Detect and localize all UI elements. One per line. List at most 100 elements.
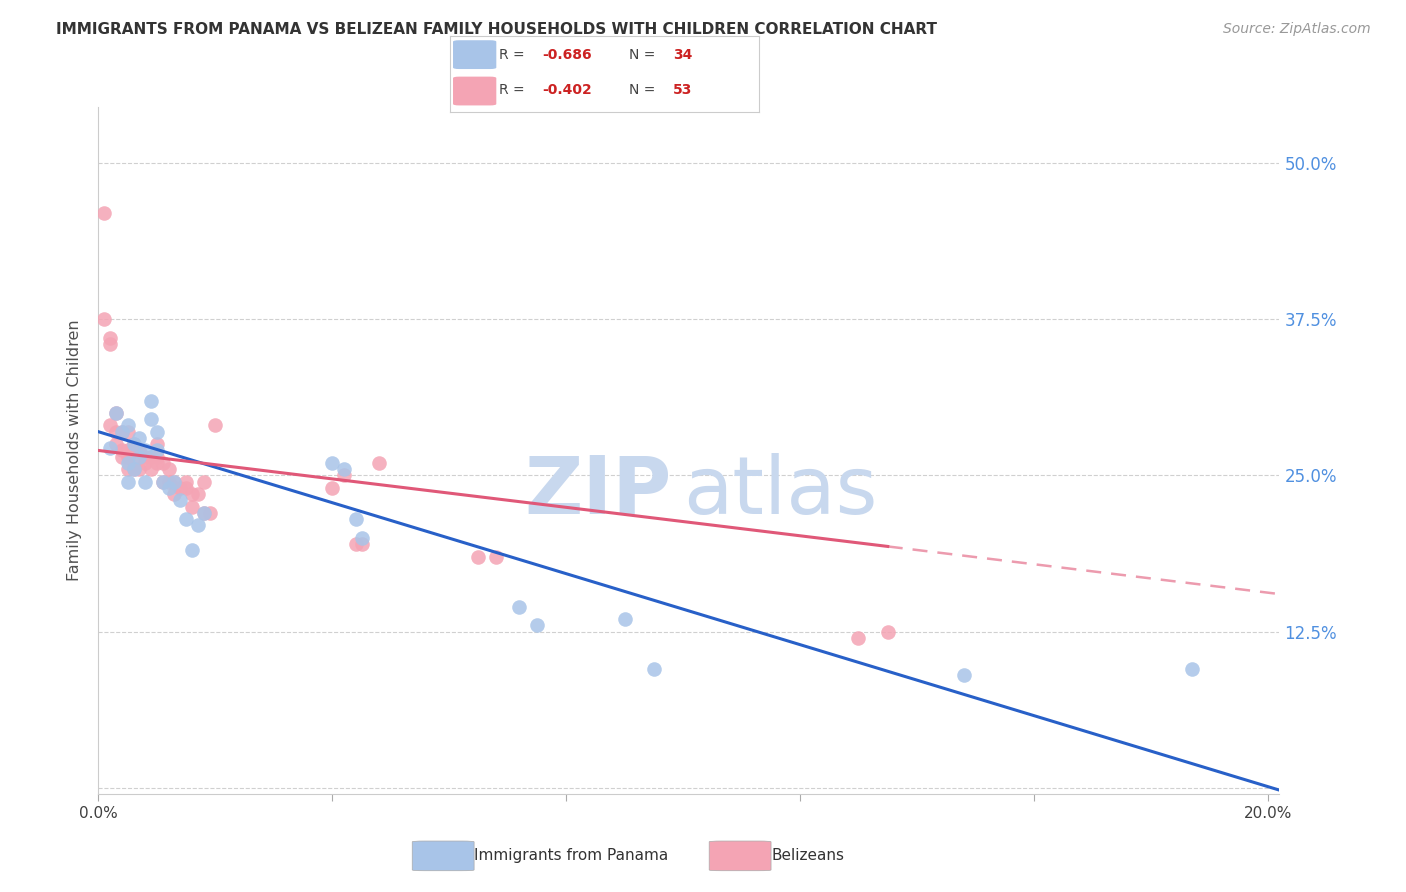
Point — [187, 487, 209, 501]
Text: Immigrants from Panama: Immigrants from Panama — [474, 848, 668, 863]
Point — [157, 475, 180, 489]
Point — [467, 549, 489, 564]
Point — [204, 418, 226, 433]
Point — [128, 462, 150, 476]
Point — [117, 425, 139, 439]
Point — [128, 443, 150, 458]
Point — [139, 450, 162, 464]
Point — [122, 450, 145, 464]
Point — [174, 481, 197, 495]
Point — [368, 456, 391, 470]
Text: atlas: atlas — [683, 452, 877, 531]
Point — [321, 456, 343, 470]
Text: R =: R = — [499, 83, 530, 97]
Point — [174, 475, 197, 489]
Point — [152, 475, 174, 489]
Point — [117, 443, 139, 458]
Point — [146, 456, 169, 470]
Point — [169, 493, 191, 508]
Point — [848, 631, 870, 645]
Point — [98, 337, 121, 351]
Point — [350, 537, 373, 551]
Text: N =: N = — [630, 83, 659, 97]
Point — [122, 437, 145, 451]
Point — [333, 468, 356, 483]
Point — [111, 450, 134, 464]
Point — [508, 599, 530, 614]
Point — [98, 418, 121, 433]
Point — [134, 475, 156, 489]
Point — [117, 462, 139, 476]
Point — [117, 475, 139, 489]
FancyBboxPatch shape — [453, 40, 496, 69]
Point — [152, 456, 174, 470]
Point — [152, 475, 174, 489]
Point — [333, 462, 356, 476]
FancyBboxPatch shape — [709, 841, 770, 871]
Point — [111, 425, 134, 439]
Text: IMMIGRANTS FROM PANAMA VS BELIZEAN FAMILY HOUSEHOLDS WITH CHILDREN CORRELATION C: IMMIGRANTS FROM PANAMA VS BELIZEAN FAMIL… — [56, 22, 938, 37]
Point — [134, 443, 156, 458]
Text: 53: 53 — [672, 83, 692, 97]
Text: N =: N = — [630, 47, 659, 62]
FancyBboxPatch shape — [453, 77, 496, 105]
Point — [104, 437, 127, 451]
Point — [117, 456, 139, 470]
Point — [122, 437, 145, 451]
Point — [344, 537, 367, 551]
Point — [198, 506, 221, 520]
Point — [187, 518, 209, 533]
Text: 34: 34 — [672, 47, 692, 62]
Point — [181, 543, 204, 558]
Point — [128, 450, 150, 464]
Point — [163, 475, 186, 489]
Point — [321, 481, 343, 495]
Point — [146, 425, 169, 439]
Text: -0.402: -0.402 — [543, 83, 592, 97]
Point — [98, 331, 121, 345]
Point — [157, 462, 180, 476]
Point — [93, 206, 115, 220]
Point — [193, 506, 215, 520]
Y-axis label: Family Households with Children: Family Households with Children — [67, 319, 83, 582]
Point — [104, 425, 127, 439]
Text: -0.686: -0.686 — [543, 47, 592, 62]
Point — [122, 462, 145, 476]
Point — [134, 450, 156, 464]
Point — [193, 475, 215, 489]
Point — [139, 412, 162, 426]
FancyBboxPatch shape — [412, 841, 474, 871]
Text: Source: ZipAtlas.com: Source: ZipAtlas.com — [1223, 22, 1371, 37]
Point — [139, 462, 162, 476]
Point — [146, 450, 169, 464]
Point — [193, 506, 215, 520]
Point — [146, 443, 169, 458]
Point — [643, 662, 665, 676]
Point — [146, 437, 169, 451]
Point — [169, 481, 191, 495]
Point — [122, 462, 145, 476]
Point — [344, 512, 367, 526]
Point — [181, 500, 204, 514]
Point — [613, 612, 636, 626]
Point — [104, 406, 127, 420]
Point — [117, 418, 139, 433]
Point — [1181, 662, 1204, 676]
Point — [876, 624, 898, 639]
Point — [157, 481, 180, 495]
Point — [93, 312, 115, 326]
Point — [139, 393, 162, 408]
Point — [163, 475, 186, 489]
Point — [163, 487, 186, 501]
Point — [350, 531, 373, 545]
Point — [485, 549, 508, 564]
Point — [174, 512, 197, 526]
Point — [181, 487, 204, 501]
Point — [98, 441, 121, 455]
Point — [128, 443, 150, 458]
Point — [117, 450, 139, 464]
Point — [104, 406, 127, 420]
Point — [111, 425, 134, 439]
Point — [111, 443, 134, 458]
Text: Belizeans: Belizeans — [770, 848, 844, 863]
